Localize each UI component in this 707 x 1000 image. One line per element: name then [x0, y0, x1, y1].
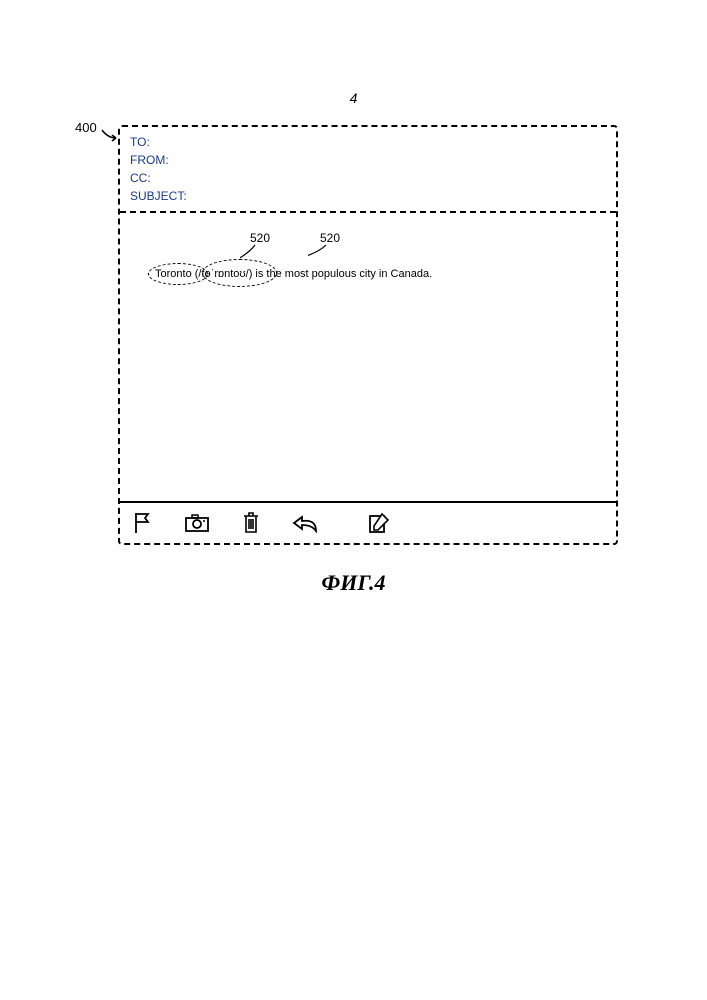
- toolbar: [120, 501, 616, 543]
- subject-field-label[interactable]: SUBJECT:: [130, 187, 606, 205]
- camera-icon[interactable]: [184, 510, 210, 536]
- reference-label-400: 400: [75, 120, 97, 135]
- reply-icon[interactable]: [292, 510, 318, 536]
- flag-icon[interactable]: [130, 510, 156, 536]
- body-text-rest: is the most populous city in Canada.: [252, 268, 432, 280]
- email-header: TO: FROM: CC: SUBJECT:: [120, 127, 616, 213]
- figure-caption: ФИГ.4: [322, 570, 386, 596]
- highlighted-word-2: (/tɵˈrɒntoʊ/): [195, 268, 253, 280]
- highlighted-word-1: Toronto: [155, 268, 192, 280]
- body-text-line: Toronto (/tɵˈrɒntoʊ/) is the most populo…: [155, 268, 432, 280]
- trash-icon[interactable]: [238, 510, 264, 536]
- from-field-label[interactable]: FROM:: [130, 151, 606, 169]
- email-window: TO: FROM: CC: SUBJECT: 520 520 Toronto (…: [118, 125, 618, 545]
- compose-icon[interactable]: [366, 510, 392, 536]
- leader-line-520a: [240, 243, 270, 271]
- email-body[interactable]: 520 520 Toronto (/tɵˈrɒntoʊ/) is the mos…: [120, 213, 616, 513]
- to-field-label[interactable]: TO:: [130, 133, 606, 151]
- leader-arrow-400: [100, 128, 120, 142]
- cc-field-label[interactable]: CC:: [130, 169, 606, 187]
- page-number: 4: [350, 90, 358, 106]
- leader-line-520b: [308, 243, 338, 271]
